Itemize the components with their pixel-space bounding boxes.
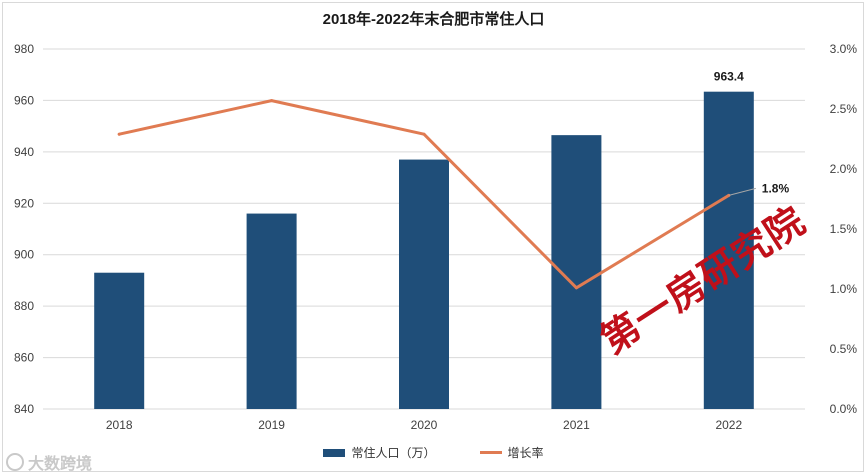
bar [703, 91, 754, 409]
legend-item-population[interactable]: 常住人口（万） [323, 444, 436, 461]
growth-point [270, 99, 274, 103]
chart-title: 2018年-2022年末合肥市常住人口 [322, 11, 545, 28]
y-right-tick-label: 0.0% [830, 402, 858, 416]
y-left-tick-label: 840 [14, 402, 34, 416]
y-right-tick-label: 1.0% [830, 282, 858, 296]
brand-logo: 大数跨境 [6, 450, 92, 474]
y-left-tick-label: 940 [14, 145, 34, 159]
y-left-tick-label: 860 [14, 351, 34, 365]
logo-text: 大数跨境 [28, 456, 93, 473]
growth-point [574, 286, 578, 290]
y-left-tick-label: 980 [14, 42, 34, 56]
growth-point [117, 132, 121, 136]
logo-icon [6, 453, 24, 471]
y-right-tick-label: 3.0% [830, 42, 858, 56]
chart-legend: 常住人口（万） 增长率 [0, 444, 867, 461]
legend-bar-swatch [323, 448, 346, 457]
y-left-tick-label: 900 [14, 248, 34, 262]
bar [246, 213, 297, 409]
x-tick-label: 2020 [411, 418, 438, 432]
data-label-leader [728, 187, 756, 196]
y-left-tick-label: 960 [14, 93, 34, 107]
y-right-tick-label: 2.0% [830, 162, 858, 176]
bar [94, 272, 145, 409]
x-tick-label: 2019 [258, 418, 285, 432]
legend-label-population: 常住人口（万） [351, 446, 436, 460]
x-tick-label: 2022 [715, 418, 742, 432]
line-data-label: 1.8% [762, 181, 790, 195]
x-tick-label: 2021 [563, 418, 590, 432]
legend-line-swatch [479, 451, 502, 454]
y-left-tick-label: 880 [14, 299, 34, 313]
legend-item-growth[interactable]: 增长率 [479, 444, 544, 461]
y-right-tick-label: 1.5% [830, 222, 858, 236]
growth-point [422, 132, 426, 136]
y-right-tick-label: 2.5% [830, 102, 858, 116]
y-right-tick-label: 0.5% [830, 342, 858, 356]
y-left-tick-label: 920 [14, 196, 34, 210]
bar [399, 159, 449, 409]
legend-label-growth: 增长率 [507, 446, 544, 460]
bar-data-label: 963.4 [714, 70, 744, 84]
x-tick-label: 2018 [106, 418, 133, 432]
